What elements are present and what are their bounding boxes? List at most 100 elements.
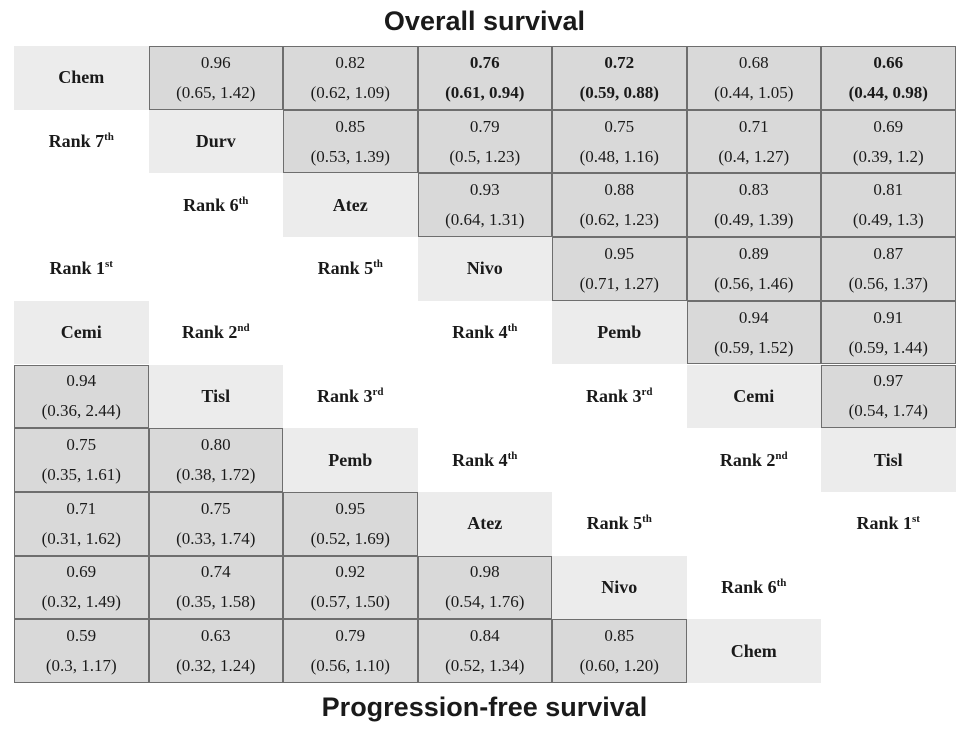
comparison-value-cell: 0.71 (0.4, 1.27) [686, 109, 821, 174]
confidence-interval: (0.56, 1.10) [310, 656, 390, 676]
comparison-value-cell: 0.95 (0.52, 1.69) [283, 491, 418, 556]
rank-label: Rank 3rd [552, 365, 687, 429]
treatment-label-cell: Atez [283, 173, 418, 238]
confidence-interval: (0.59, 1.52) [714, 337, 794, 357]
comparison-value-cell: 0.75 (0.48, 1.16) [552, 109, 687, 174]
estimate-value: 0.72 [604, 52, 635, 72]
estimate-value: 0.95 [604, 243, 635, 263]
confidence-interval: (0.60, 1.20) [579, 656, 659, 676]
confidence-interval: (0.49, 1.3) [852, 210, 924, 230]
rank-ordinal-suffix: th [507, 449, 518, 462]
treatment-label-cell: Durv [148, 109, 283, 174]
comparison-value-cell: 0.91 (0.59, 1.44) [821, 300, 956, 365]
estimate-value: 0.98 [469, 562, 500, 582]
rank-ordinal-suffix: rd [641, 385, 653, 398]
estimate-value: 0.82 [335, 52, 366, 72]
confidence-interval: (0.59, 1.44) [848, 337, 928, 357]
rank-text: Rank 4 [452, 449, 508, 470]
comparison-value-cell: 0.71 (0.31, 1.62) [14, 491, 149, 556]
rank-ordinal-suffix: st [912, 513, 920, 526]
treatment-label-cell: Cemi [686, 364, 821, 429]
comparison-value-cell: 0.59 (0.3, 1.17) [14, 619, 149, 683]
estimate-value: 0.85 [335, 116, 366, 136]
treatment-label-cell: Tisl [148, 364, 283, 429]
treatment-label-cell: Pemb [552, 300, 687, 365]
comparison-value-cell: 0.79 (0.5, 1.23) [417, 109, 552, 174]
estimate-value: 0.89 [738, 243, 769, 263]
rank-ordinal-suffix: th [238, 194, 249, 207]
comparison-value-cell: 0.98 (0.54, 1.76) [417, 555, 552, 620]
treatment-label-cell: Chem [14, 46, 149, 110]
comparison-value-cell: 0.82 (0.62, 1.09) [283, 46, 418, 110]
confidence-interval: (0.39, 1.2) [852, 146, 924, 166]
confidence-interval: (0.62, 1.23) [579, 210, 659, 230]
confidence-interval: (0.61, 0.94) [445, 82, 525, 102]
comparison-value-cell: 0.76 (0.61, 0.94) [417, 46, 552, 110]
progression-free-survival-title: Progression-free survival [321, 692, 648, 722]
comparison-value-cell: 0.88 (0.62, 1.23) [552, 173, 687, 238]
estimate-value: 0.87 [873, 243, 904, 263]
comparison-value-cell: 0.94 (0.36, 2.44) [14, 364, 149, 429]
estimate-value: 0.95 [335, 498, 366, 518]
confidence-interval: (0.71, 1.27) [579, 273, 659, 293]
comparison-value-cell: 0.97 (0.54, 1.74) [821, 364, 956, 429]
estimate-value: 0.81 [873, 180, 904, 200]
treatment-label-cell: Cemi [14, 300, 149, 365]
treatment-label-cell: Atez [417, 491, 552, 556]
estimate-value: 0.63 [200, 626, 231, 646]
estimate-value: 0.66 [873, 52, 904, 72]
estimate-value: 0.68 [738, 52, 769, 72]
comparison-value-cell: 0.63 (0.32, 1.24) [148, 619, 283, 683]
rank-label: Rank 4th [418, 301, 553, 365]
rank-ordinal-suffix: th [642, 513, 652, 526]
comparison-value-cell: 0.79 (0.56, 1.10) [283, 619, 418, 683]
comparison-value-cell: 0.81 (0.49, 1.3) [821, 173, 956, 238]
rank-ordinal-suffix: th [507, 322, 518, 335]
treatment-label-cell: Chem [686, 619, 821, 683]
rank-text: Rank 5 [586, 513, 643, 534]
rank-label: Rank 2nd [149, 301, 284, 365]
rank-text: Rank 4 [452, 322, 508, 343]
estimate-value: 0.75 [604, 116, 635, 136]
estimate-value: 0.83 [738, 180, 769, 200]
comparison-value-cell: 0.89 (0.56, 1.46) [686, 237, 821, 301]
rank-text: Rank 6 [183, 194, 239, 215]
confidence-interval: (0.56, 1.46) [714, 273, 794, 293]
estimate-value: 0.76 [469, 52, 500, 72]
confidence-interval: (0.3, 1.17) [45, 656, 117, 676]
confidence-interval: (0.44, 0.98) [848, 82, 928, 102]
confidence-interval: (0.44, 1.05) [714, 82, 794, 102]
estimate-value: 0.94 [66, 371, 97, 391]
confidence-interval: (0.56, 1.37) [848, 273, 928, 293]
confidence-interval: (0.57, 1.50) [310, 592, 390, 612]
confidence-interval: (0.31, 1.62) [41, 528, 121, 548]
comparison-value-cell: 0.85 (0.60, 1.20) [552, 619, 687, 683]
overall-survival-title: Overall survival [383, 6, 586, 36]
rank-ordinal-suffix: st [105, 258, 113, 271]
estimate-value: 0.88 [604, 180, 635, 200]
confidence-interval: (0.54, 1.74) [848, 401, 928, 421]
estimate-value: 0.75 [200, 498, 231, 518]
estimate-value: 0.94 [738, 307, 769, 327]
estimate-value: 0.93 [469, 180, 500, 200]
rank-ordinal-suffix: nd [237, 322, 250, 335]
comparison-value-cell: 0.74 (0.35, 1.58) [148, 555, 283, 620]
confidence-interval: (0.4, 1.27) [718, 146, 790, 166]
comparison-value-cell: 0.68 (0.44, 1.05) [686, 46, 821, 110]
rank-text: Rank 2 [181, 322, 238, 343]
rank-text: Rank 1 [49, 258, 106, 279]
estimate-value: 0.84 [469, 626, 500, 646]
rank-text: Rank 7 [48, 131, 105, 152]
rank-text: Rank 3 [316, 385, 373, 406]
comparison-value-cell: 0.69 (0.39, 1.2) [821, 109, 956, 174]
estimate-value: 0.96 [200, 52, 231, 72]
rank-text: Rank 5 [317, 258, 374, 279]
rank-ordinal-suffix: rd [372, 385, 384, 398]
comparison-value-cell: 0.92 (0.57, 1.50) [283, 555, 418, 620]
comparison-value-cell: 0.95 (0.71, 1.27) [552, 237, 687, 301]
confidence-interval: (0.49, 1.39) [714, 210, 794, 230]
confidence-interval: (0.5, 1.23) [449, 146, 521, 166]
confidence-interval: (0.48, 1.16) [579, 146, 659, 166]
estimate-value: 0.59 [66, 626, 97, 646]
estimate-value: 0.97 [873, 371, 904, 391]
